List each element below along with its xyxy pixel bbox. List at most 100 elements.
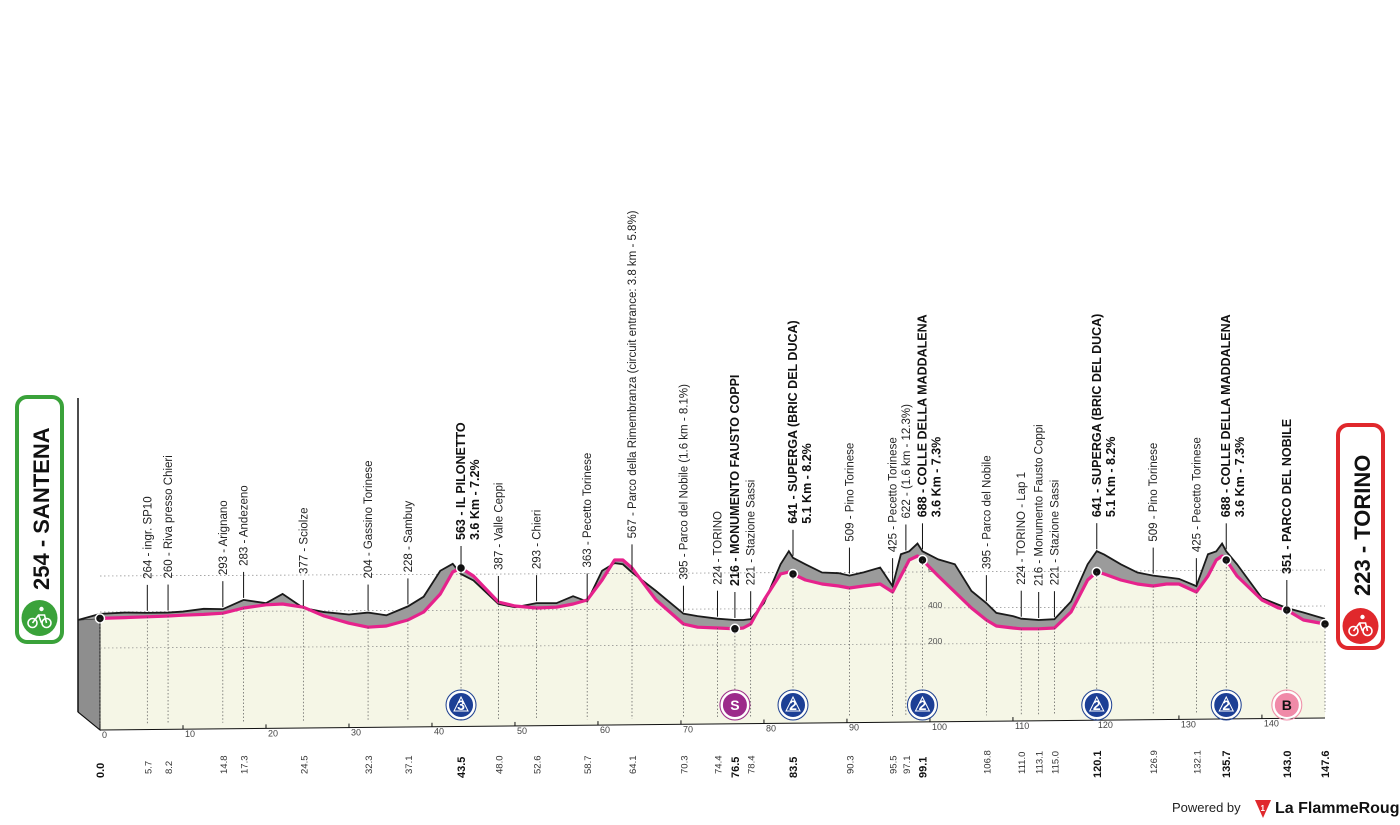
finish-town-label: 223 - TORINO <box>1350 455 1375 596</box>
x-tick-label-60: 60 <box>600 725 610 735</box>
marker-sprint-ring-1 <box>719 689 751 721</box>
marker-kom-2: 2 <box>777 689 809 721</box>
place-label-0-0: 264 - ingr. SP10 <box>142 496 154 578</box>
x-axis-ticks: 0 10 20 30 40 50 60 70 80 90 100 110 120 130 140 <box>99 714 1279 740</box>
marker-kom-ring-2 <box>777 689 809 721</box>
km-label-21: 99.1 <box>917 757 929 778</box>
x-tick-label-120: 120 <box>1098 720 1113 730</box>
left-axis-foot <box>77 711 101 731</box>
place-label-11-0: 567 - Parco della Rimembranza (circuit e… <box>627 210 639 538</box>
road-line <box>94 554 1331 635</box>
place-label-17-0: 509 - Pino Torinese <box>844 443 856 542</box>
km-label-4: 17.3 <box>240 756 251 775</box>
km-label-10: 52.6 <box>533 756 544 775</box>
km-label-6: 32.3 <box>364 756 375 775</box>
place-labels: 264 - ingr. SP10 260 - Riva presso Chieri… <box>142 210 1294 586</box>
brand-name: La FlammeRouge <box>1275 800 1400 817</box>
marker-sprint-1: S <box>719 689 751 721</box>
bike-icon-finish <box>1348 614 1373 637</box>
ground-area <box>77 398 1326 732</box>
km-label-2: 8.2 <box>164 761 175 774</box>
marker-kom-5: 2 <box>1210 689 1242 721</box>
place-label-20-1: 3.6 Km - 7.3% <box>929 437 943 518</box>
place-label-13-0: 224 - TORINO <box>712 511 724 585</box>
km-label-29: 135.7 <box>1221 750 1233 778</box>
marker-kom-ring-4 <box>1081 689 1113 721</box>
km-label-11: 58.7 <box>583 756 594 775</box>
marker-kom-0: 3 <box>445 689 477 721</box>
km-label-3: 14.8 <box>219 756 230 775</box>
place-label-25-1: 5.1 Km - 8.2% <box>1104 437 1118 518</box>
marker-label-5: 2 <box>1222 697 1230 713</box>
km-label-13: 70.3 <box>679 756 690 775</box>
marker-label-4: 2 <box>1093 697 1101 713</box>
place-label-10-0: 363 - Pecetto Torinese <box>582 453 594 568</box>
place-label-6-0: 228 - Sambuy <box>403 501 415 573</box>
km-label-0: 0.0 <box>95 763 107 778</box>
y-tick-label-200: 200 <box>928 636 942 646</box>
place-label-1-0: 260 - Riva presso Chieri <box>163 455 175 578</box>
x-tick-label-100: 100 <box>932 722 947 732</box>
marker-bonus-badge-6 <box>1272 691 1301 719</box>
place-label-19-0: 622 - (1.6 km - 12.3%) <box>901 404 913 519</box>
place-label-16-0: 641 - SUPERGA (BRIC DEL DUCA) <box>786 320 800 524</box>
marker-kom-4: 2 <box>1081 689 1113 721</box>
footer-branding: Powered by 1 La FlammeRouge <box>1172 800 1400 818</box>
x-tick-label-50: 50 <box>517 726 527 736</box>
mountain-icon-4 <box>1088 695 1105 712</box>
brand-suffix: Rouge <box>1359 800 1400 817</box>
marker-label-2: 2 <box>789 697 797 713</box>
place-label-5-0: 204 - Gassino Torinese <box>363 460 375 578</box>
x-tick-label-70: 70 <box>683 724 693 734</box>
flame-logo-icon: 1 <box>1255 800 1271 818</box>
x-tick-label-10: 10 <box>185 729 195 739</box>
km-label-24: 113.1 <box>1035 751 1046 774</box>
place-label-9-0: 293 - Chieri <box>532 510 544 569</box>
place-label-4-0: 377 - Sciolze <box>298 508 310 574</box>
place-stems <box>99 523 1326 724</box>
place-label-15-0: 221 - Stazione Sassi <box>746 480 758 585</box>
place-label-25-0: 641 - SUPERGA (BRIC DEL DUCA) <box>1090 314 1104 518</box>
x-tick-label-40: 40 <box>434 727 444 737</box>
gridline-200 <box>99 641 1326 649</box>
place-label-2-0: 293 - Arignano <box>218 500 230 575</box>
mountain-icon-3 <box>914 695 931 712</box>
marker-kom-ring-3 <box>906 689 938 721</box>
marker-label-0: 3 <box>457 697 465 713</box>
x-tick-label-20: 20 <box>268 728 278 738</box>
km-label-27: 126.9 <box>1149 750 1160 774</box>
marker-kom-3: 2 <box>906 689 938 721</box>
profile-edge <box>77 541 1326 621</box>
place-label-22-0: 224 - TORINO - Lap 1 <box>1016 472 1028 585</box>
elevation-gridlines: 200400600 <box>99 564 1326 649</box>
ground-baseline <box>99 717 1326 731</box>
place-label-29-0: 351 - PARCO DEL NOBILE <box>1280 419 1294 574</box>
km-label-28: 132.1 <box>1192 750 1203 774</box>
powered-by-text: Powered by <box>1172 800 1241 815</box>
km-label-1: 5.7 <box>143 761 154 774</box>
km-label-25: 115.0 <box>1050 751 1061 774</box>
ground-left-wall <box>77 617 101 732</box>
place-label-28-0: 688 - COLLE DELLA MADDALENA <box>1219 314 1233 517</box>
climb-markers: 3 S 2 2 2 2 B <box>445 689 1303 721</box>
marker-label-1: S <box>730 697 739 713</box>
ground-fill <box>78 556 1325 730</box>
x-tick-label-0: 0 <box>102 730 107 740</box>
brand-prefix: La Flamme <box>1275 800 1359 817</box>
svg-text:1: 1 <box>1261 804 1266 813</box>
km-label-8: 43.5 <box>456 757 468 778</box>
km-labels: 0.0 5.7 8.2 14.8 17.3 24.5 32.3 37.1 43.5 48.0 52.… <box>95 750 1332 778</box>
place-label-7-0: 563 - IL PILONETTO <box>454 422 468 540</box>
place-label-21-0: 395 - Parco del Nobile <box>981 455 993 569</box>
km-label-17: 83.5 <box>788 757 800 778</box>
place-label-12-0: 395 - Parco del Nobile (1.6 km - 8.1%) <box>678 384 690 580</box>
place-label-23-0: 216 - Monumento Fausto Coppi <box>1034 424 1046 586</box>
marker-label-6: B <box>1282 697 1292 713</box>
start-badge: 254 - SANTENA <box>15 395 64 644</box>
x-tick-label-90: 90 <box>849 723 859 733</box>
place-label-27-0: 425 - Pecetto Torinese <box>1191 437 1203 552</box>
gridline-400 <box>99 605 1326 613</box>
place-label-24-0: 221 - Stazione Sassi <box>1049 480 1061 585</box>
km-label-9: 48.0 <box>494 756 505 775</box>
km-label-30: 143.0 <box>1282 750 1294 778</box>
